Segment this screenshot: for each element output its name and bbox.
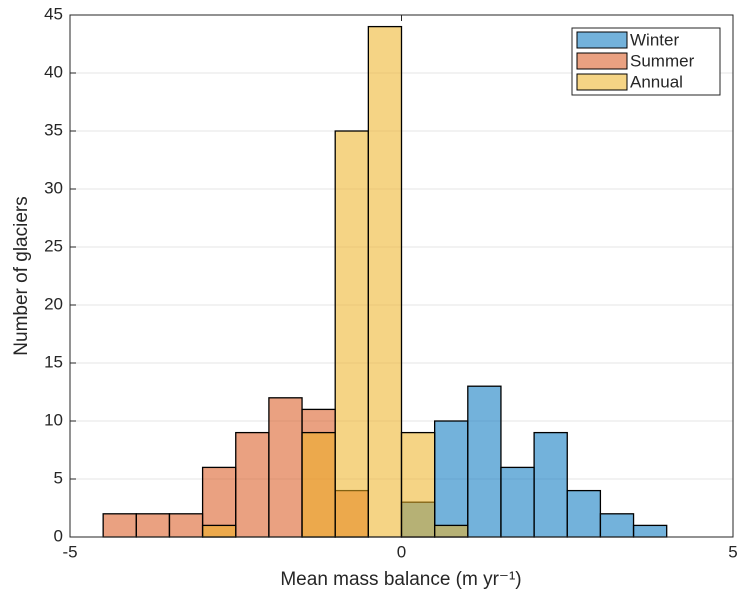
bar [102,513,137,538]
x-axis-label: Mean mass balance (m yr⁻¹) [280,569,521,590]
legend-label: Annual [630,72,683,91]
legend: Winter Summer Annual [571,27,721,96]
x-tick-label: -5 [62,542,77,561]
bar [334,130,370,538]
x-tick-label: 0 [397,542,406,561]
legend-swatch [576,73,628,91]
bar [235,431,270,538]
y-axis-label: Number of glaciers [11,196,32,355]
y-tick-label: 45 [44,4,63,23]
bar [168,513,204,538]
legend-swatch [576,31,628,49]
bar [433,420,469,538]
bar [201,524,237,538]
bar [367,25,403,538]
bar [632,524,668,538]
bar [400,431,436,538]
y-tick-label: 10 [44,410,63,429]
bar [500,466,535,538]
bar [135,513,171,538]
bar [599,513,635,538]
x-tick-label: 5 [728,542,737,561]
bar [433,524,469,538]
bar [566,489,602,538]
y-tick-label: 20 [44,294,63,313]
legend-label: Winter [630,30,679,49]
bar [533,431,568,538]
y-tick-label: 25 [44,236,63,255]
legend-swatch [576,52,628,70]
bar [467,385,502,538]
y-tick-label: 40 [44,62,63,81]
legend-label: Summer [630,51,695,70]
bar [301,431,336,538]
y-tick-label: 30 [44,178,63,197]
bar [268,397,303,538]
y-tick-label: 35 [44,120,63,139]
plot-frame [69,14,734,538]
y-tick-label: 15 [44,352,63,371]
y-tick-label: 0 [54,526,63,545]
y-tick-label: 5 [54,468,63,487]
